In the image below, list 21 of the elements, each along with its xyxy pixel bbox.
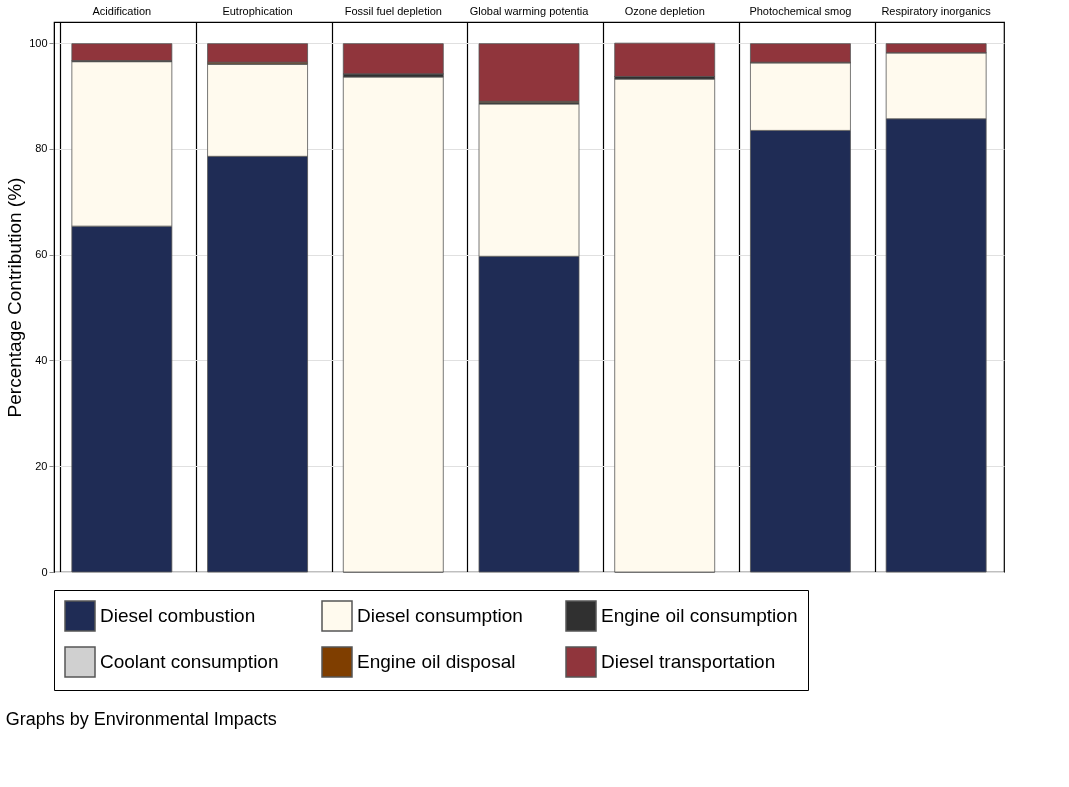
legend-label: Engine oil disposal	[357, 651, 516, 672]
x-tick-label: Ozone depletion	[624, 4, 705, 17]
text: Graphs by Environmental Impacts	[5, 708, 277, 729]
x-tick-label: Photochemical smog	[749, 4, 852, 17]
y-axis-title: Percentage Contribution (%)	[4, 177, 26, 418]
y-tick-label: 60	[35, 248, 48, 261]
x-tick-label: Eutrophication	[222, 4, 293, 17]
legend-label: Diesel combustion	[100, 605, 256, 626]
legend-label: Diesel transportation	[601, 651, 776, 672]
y-tick-label: 100	[29, 36, 48, 49]
legend-label: Diesel consumption	[357, 605, 523, 626]
y-tick-label: 40	[35, 353, 48, 366]
y-tick-label: 0	[41, 565, 48, 578]
legend-label: Coolant consumption	[100, 651, 279, 672]
y-tick-label: 20	[35, 459, 48, 472]
x-tick-label: Acidification	[92, 4, 152, 17]
x-tick-label: Global warming potentia	[469, 4, 590, 17]
y-tick-label: 80	[35, 142, 48, 155]
legend-label: Engine oil consumption	[601, 605, 798, 626]
x-tick-label: Fossil fuel depletion	[344, 4, 442, 17]
x-tick-label: Respiratory inorganics	[881, 4, 992, 17]
